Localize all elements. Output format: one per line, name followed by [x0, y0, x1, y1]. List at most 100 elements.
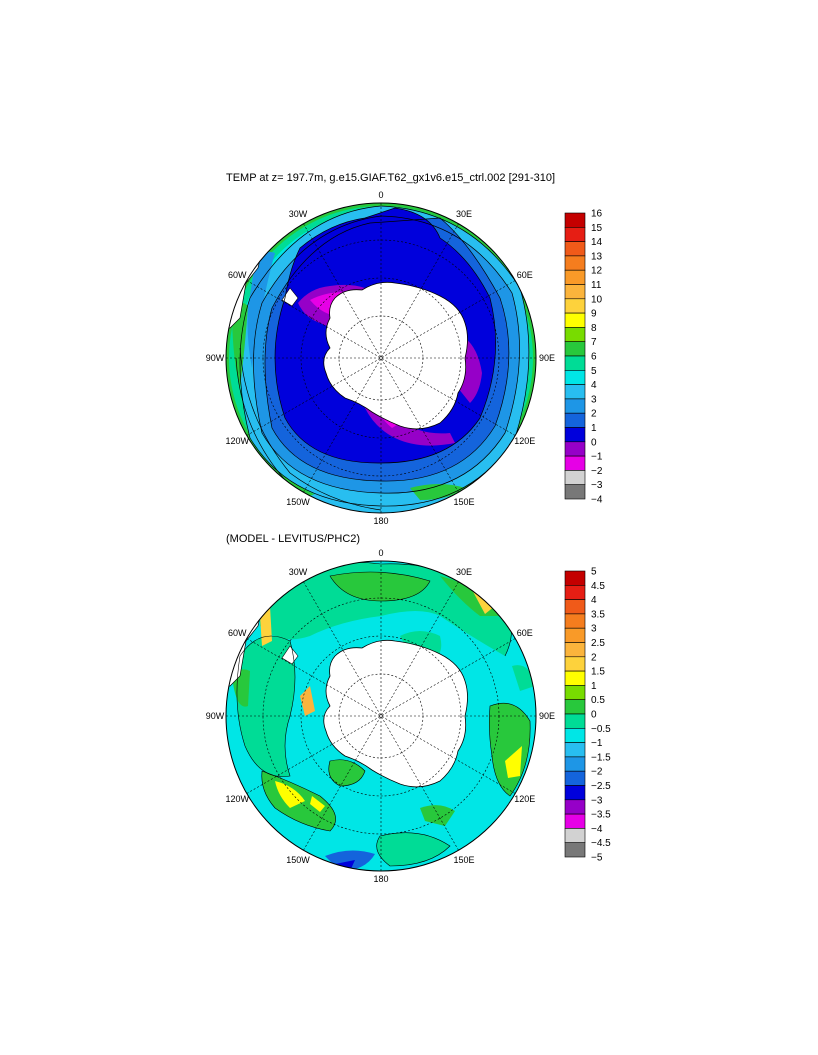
colorbar-tick-label: 1 — [591, 423, 597, 434]
colorbar-tick-label: 9 — [591, 309, 597, 320]
colorbar-tick-label: 4 — [591, 380, 597, 391]
colorbar-tick-label: −2 — [591, 466, 603, 477]
colorbar-swatch — [564, 756, 586, 772]
colorbar-swatch — [564, 470, 586, 485]
colorbar-tick-label: 0.5 — [591, 695, 605, 706]
colorbar-tick-label: −3 — [591, 480, 603, 491]
lon-label: 120W — [225, 436, 249, 446]
colorbar-tick-label: 3 — [591, 394, 597, 405]
lon-label: 180 — [373, 874, 388, 884]
lon-label: 120E — [514, 794, 535, 804]
colorbar-swatch — [564, 613, 586, 629]
colorbar-swatch — [564, 398, 586, 414]
colorbar-swatch — [564, 670, 586, 686]
colorbar-swatch — [564, 255, 586, 271]
lon-label: 60E — [517, 270, 533, 280]
colorbar-swatch — [564, 412, 586, 428]
colorbar-tick-label: 7 — [591, 337, 597, 348]
lon-label: 150W — [286, 855, 310, 865]
colorbar-tick-label: 2.5 — [591, 638, 605, 649]
colorbar-tick-label: −3.5 — [591, 810, 611, 821]
lon-label: 120W — [225, 794, 249, 804]
colorbar-swatch — [564, 341, 586, 357]
colorbar-tick-label: −3 — [591, 795, 603, 806]
colorbar-swatch — [564, 785, 586, 801]
colorbar-tick-label: 13 — [591, 251, 603, 262]
colorbar-swatch — [564, 455, 586, 471]
colorbar-swatch — [564, 627, 586, 643]
lon-label: 180 — [373, 516, 388, 526]
colorbar-tick-label: −0.5 — [591, 724, 611, 735]
colorbar-tick-label: −5 — [591, 853, 603, 864]
lon-label: 30W — [289, 567, 308, 577]
lon-label: 30W — [289, 209, 308, 219]
colorbar-swatch — [564, 269, 586, 285]
colorbar-tick-label: 4 — [591, 595, 597, 606]
colorbar-tick-label: −2 — [591, 767, 603, 778]
panel-difference: 0 30E 60E 90E 120E 150E 180 150W 120W 90W 60W 30W 5… — [0, 546, 818, 891]
colorbar-tick-label: 10 — [591, 294, 603, 305]
colorbar-tick-label: 12 — [591, 266, 603, 277]
panel1-title: TEMP at z= 197.7m, g.e15.GIAF.T62_gx1v6.… — [226, 172, 556, 184]
lon-label: 90E — [539, 711, 555, 721]
colorbar-tick-label: −4 — [591, 495, 603, 506]
colorbar-swatch — [564, 656, 586, 672]
colorbar-swatch — [564, 312, 586, 328]
colorbar-swatch — [564, 685, 586, 700]
lon-label: 90E — [539, 353, 555, 363]
colorbar-swatch — [564, 241, 586, 257]
colorbar-tick-label: 5 — [591, 366, 597, 377]
colorbar-swatch — [564, 742, 586, 758]
lon-label: 0 — [378, 190, 383, 200]
panel2-title: (MODEL - LEVITUS/PHC2) — [226, 533, 361, 545]
colorbar-tick-label: −1 — [591, 738, 603, 749]
map-boundary — [225, 202, 537, 514]
colorbar-swatch — [564, 327, 586, 342]
colorbar-swatch — [564, 427, 586, 443]
lon-label: 60W — [228, 270, 247, 280]
lon-label: 60E — [517, 628, 533, 638]
colorbar-swatch — [564, 728, 586, 743]
colorbar-swatch — [564, 599, 586, 615]
lon-label: 30E — [456, 209, 472, 219]
lon-label: 90W — [206, 711, 225, 721]
colorbar-swatch — [564, 584, 586, 600]
temperature-map — [226, 203, 536, 513]
colorbar-tick-label: 5 — [591, 567, 597, 578]
colorbar-swatch — [564, 212, 586, 228]
colorbar-tick-label: 2 — [591, 652, 597, 663]
colorbar-tick-label: 4.5 — [591, 581, 605, 592]
lon-label: 120E — [514, 436, 535, 446]
lon-label: 150E — [453, 497, 474, 507]
colorbar-swatch — [564, 384, 586, 400]
colorbar-swatch — [564, 441, 586, 457]
colorbar-tick-label: 2 — [591, 409, 597, 420]
colorbar-tick-label: 16 — [591, 209, 603, 220]
longitude-labels: 0 30E 60E 90E 120E 150E 180 150W 120W 90W 60W 30W — [206, 548, 555, 884]
colorbar-tick-label: 3.5 — [591, 609, 605, 620]
colorbar-swatch — [564, 828, 586, 843]
colorbar-swatch — [564, 298, 586, 314]
colorbar-tick-label: 11 — [591, 280, 602, 291]
colorbar-tick-label: 0 — [591, 437, 597, 448]
colorbar-tick-label: 15 — [591, 223, 603, 234]
colorbar-swatch — [564, 770, 586, 786]
colorbar: 5 4.5 4 3.5 3 2.5 2 1.5 1 0.5 0 −0.5 −1 −1.5 −2 −2.5 −3 −… — [564, 567, 611, 864]
lon-label: 150W — [286, 497, 310, 507]
colorbar-tick-label: −2.5 — [591, 781, 611, 792]
lon-label: 90W — [206, 353, 225, 363]
colorbar-tick-label: 8 — [591, 323, 597, 334]
colorbar-tick-label: −1.5 — [591, 752, 611, 763]
difference-map — [226, 561, 536, 871]
colorbar-tick-label: −4.5 — [591, 838, 611, 849]
colorbar-tick-label: 14 — [591, 237, 603, 248]
lon-label: 150E — [453, 855, 474, 865]
colorbar-swatch — [564, 842, 586, 858]
colorbar-swatch — [564, 813, 586, 829]
colorbar-swatch — [564, 799, 586, 815]
colorbar-swatch — [564, 699, 586, 715]
colorbar-tick-label: 3 — [591, 624, 597, 635]
panel-temperature: 0 30E 60E 90E 120E 150E 180 150W 120W 90W 60W 30W 1… — [0, 188, 818, 528]
